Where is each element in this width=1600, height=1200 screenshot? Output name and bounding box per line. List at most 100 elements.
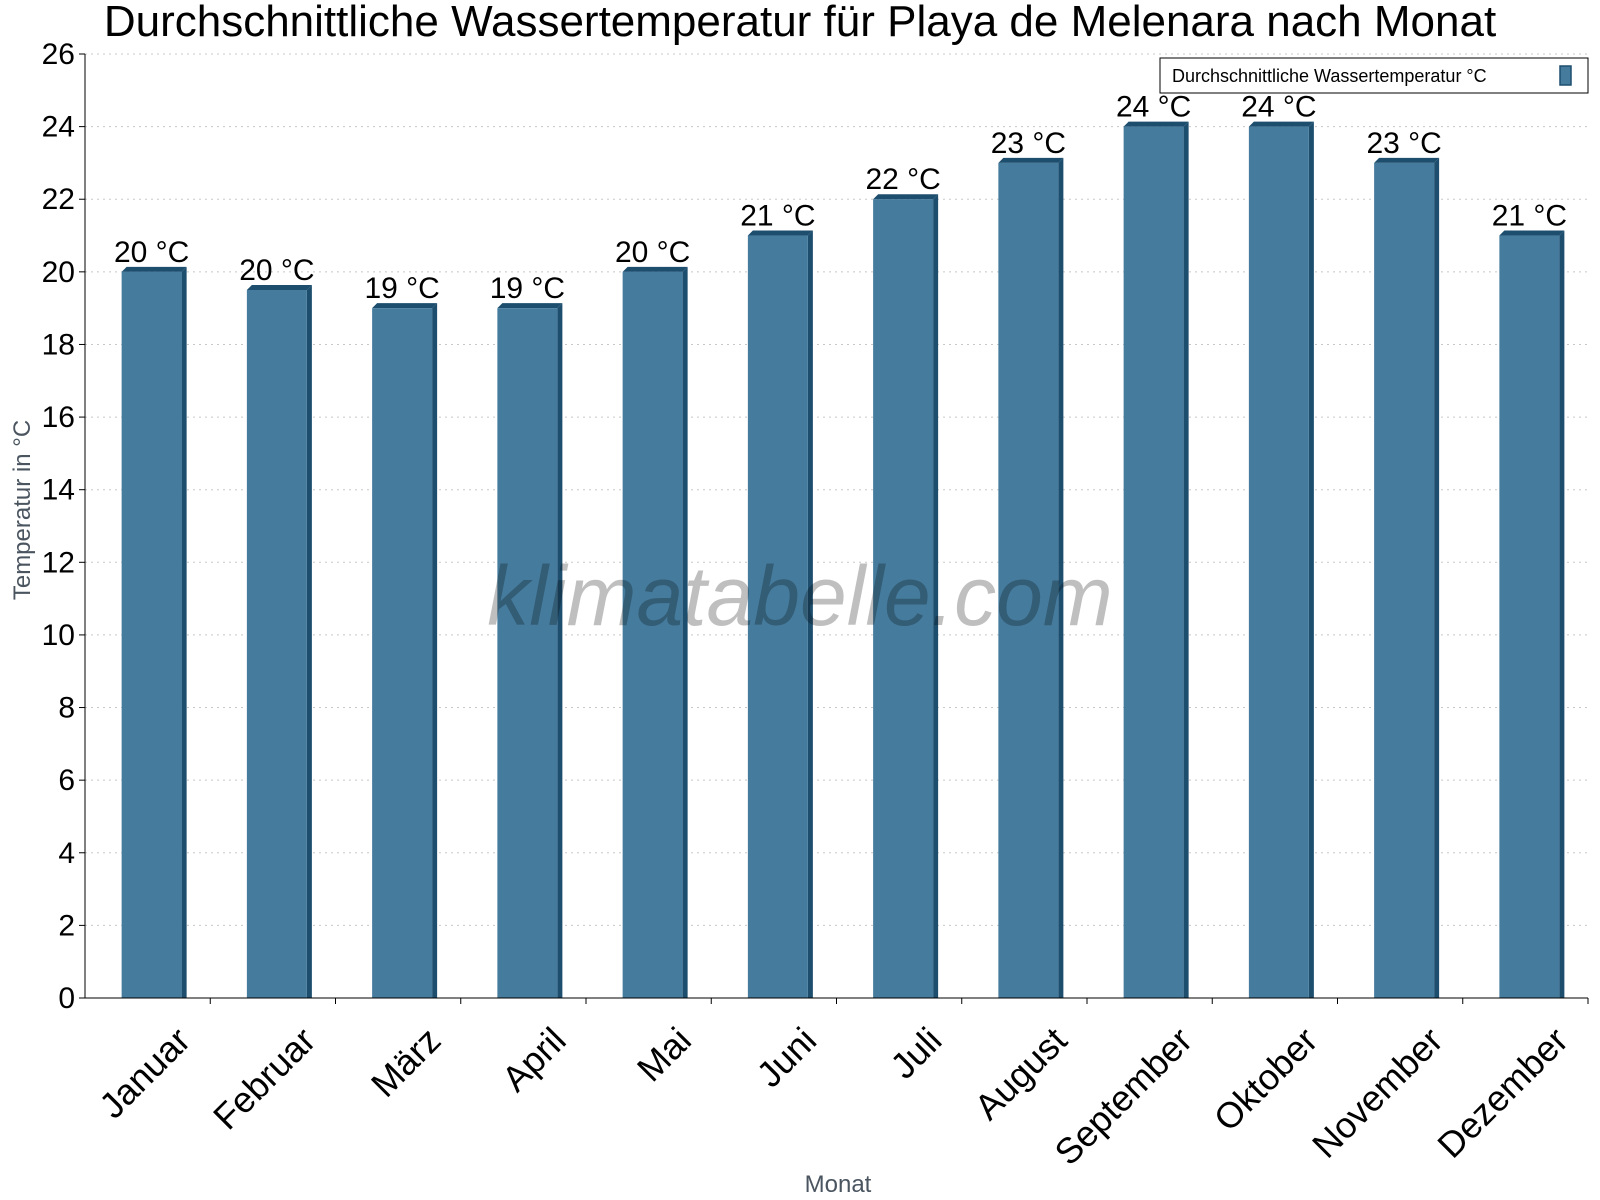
y-tick-label: 20 [42, 256, 75, 289]
data-label: 19 °C [364, 272, 439, 305]
y-tick-label: 8 [58, 692, 75, 725]
y-tick-label: 24 [42, 111, 75, 144]
bar-top [1248, 121, 1314, 127]
bar-front [1374, 162, 1435, 998]
bar-front [497, 308, 558, 999]
x-tick-label: Oktober [1206, 1019, 1326, 1139]
data-label: 20 °C [114, 236, 189, 269]
bar-front [998, 162, 1059, 998]
data-label: 20 °C [239, 254, 314, 287]
bar-top [998, 157, 1064, 163]
bar-3 [372, 303, 438, 999]
x-tick-label: Juli [882, 1019, 949, 1086]
bar-side [1559, 230, 1565, 999]
axes [79, 53, 1589, 1004]
bar-side [432, 303, 438, 999]
bar-11 [1374, 157, 1440, 998]
y-tick-label: 26 [42, 38, 75, 71]
data-labels: 20 °C 20 °C 19 °C 19 °C 20 °C 21 °C 22 °C 23 °C… [114, 91, 1567, 306]
y-tick-label: 4 [58, 837, 75, 870]
x-tick-label: November [1304, 1019, 1450, 1165]
legend: Durchschnittliche Wassertemperatur °C [1159, 57, 1589, 94]
bar-side [682, 266, 688, 998]
x-tick-label: Juni [749, 1019, 825, 1095]
data-label: 23 °C [991, 127, 1066, 160]
bar-front [622, 271, 683, 998]
data-label: 24 °C [1241, 91, 1316, 124]
x-tick-label: September [1046, 1019, 1200, 1173]
x-tick-label: April [494, 1019, 574, 1099]
y-tick-label: 22 [42, 183, 75, 216]
data-label: 21 °C [740, 200, 815, 233]
bar-side [557, 303, 563, 999]
gridlines [85, 53, 1588, 926]
x-tick-label: Dezember [1429, 1019, 1575, 1165]
data-label: 21 °C [1492, 200, 1567, 233]
bar-side [807, 230, 813, 999]
bar-front [1248, 126, 1309, 999]
legend-box [1159, 57, 1589, 94]
data-label: 23 °C [1366, 127, 1441, 160]
bar-2 [246, 285, 312, 998]
bar-top [1123, 121, 1189, 127]
bar-5 [622, 266, 688, 998]
bar-side [1434, 157, 1440, 998]
bar-front [372, 308, 433, 999]
data-label: 22 °C [865, 163, 940, 196]
x-axis-label: Monat [805, 1171, 872, 1198]
legend-swatch [1559, 65, 1572, 86]
bar-side [1183, 121, 1189, 999]
y-tick-label: 18 [42, 328, 75, 361]
bar-side [933, 194, 939, 998]
bar-side [1308, 121, 1314, 999]
bar-12 [1499, 230, 1565, 999]
bar-1 [121, 266, 187, 998]
x-tick-label: Februar [205, 1019, 323, 1137]
bar-top [747, 230, 813, 236]
x-tick-label: August [966, 1019, 1074, 1127]
bar-4 [497, 303, 563, 999]
x-tick-label: Mai [629, 1019, 699, 1089]
bar-top [622, 266, 688, 272]
y-axis-label: Temperatur in °C [9, 420, 36, 600]
bar-10 [1248, 121, 1314, 999]
bar-top [497, 303, 563, 309]
bar-6 [747, 230, 813, 999]
data-label: 19 °C [490, 272, 565, 305]
bar-front [121, 271, 182, 998]
bar-8 [998, 157, 1064, 998]
x-tick-label: März [363, 1019, 449, 1105]
bar-side [181, 266, 187, 998]
bar-front [246, 290, 307, 998]
bar-top [873, 194, 939, 200]
bar-front [1123, 126, 1184, 999]
bar-side [1058, 157, 1064, 998]
bar-top [1374, 157, 1440, 163]
bar-9 [1123, 121, 1189, 999]
bar-front [873, 199, 934, 998]
bar-top [1499, 230, 1565, 236]
data-label: 24 °C [1116, 91, 1191, 124]
y-tick-label: 2 [58, 909, 75, 942]
data-label: 20 °C [615, 236, 690, 269]
bar-front [747, 235, 808, 999]
legend-label: Durchschnittliche Wassertemperatur °C [1172, 66, 1487, 86]
y-tick-label: 10 [42, 619, 75, 652]
bar-7 [873, 194, 939, 998]
bar-top [372, 303, 438, 309]
watermark: klimatabelle.com [487, 549, 1113, 643]
x-tick-label: Januar [91, 1019, 198, 1126]
x-tick-labels: Januar Februar März April Mai Juni Juli AugustS… [91, 1019, 1576, 1173]
chart-title: Durchschnittliche Wassertemperatur für P… [104, 0, 1496, 46]
y-tick-label: 0 [58, 982, 75, 1015]
bar-front [1499, 235, 1560, 999]
bar-top [246, 285, 312, 290]
y-tick-label: 16 [42, 401, 75, 434]
y-tick-label: 6 [58, 764, 75, 797]
bar-side [306, 285, 312, 998]
bar-top [121, 266, 187, 272]
bars [121, 121, 1565, 999]
y-tick-label: 14 [42, 474, 75, 507]
